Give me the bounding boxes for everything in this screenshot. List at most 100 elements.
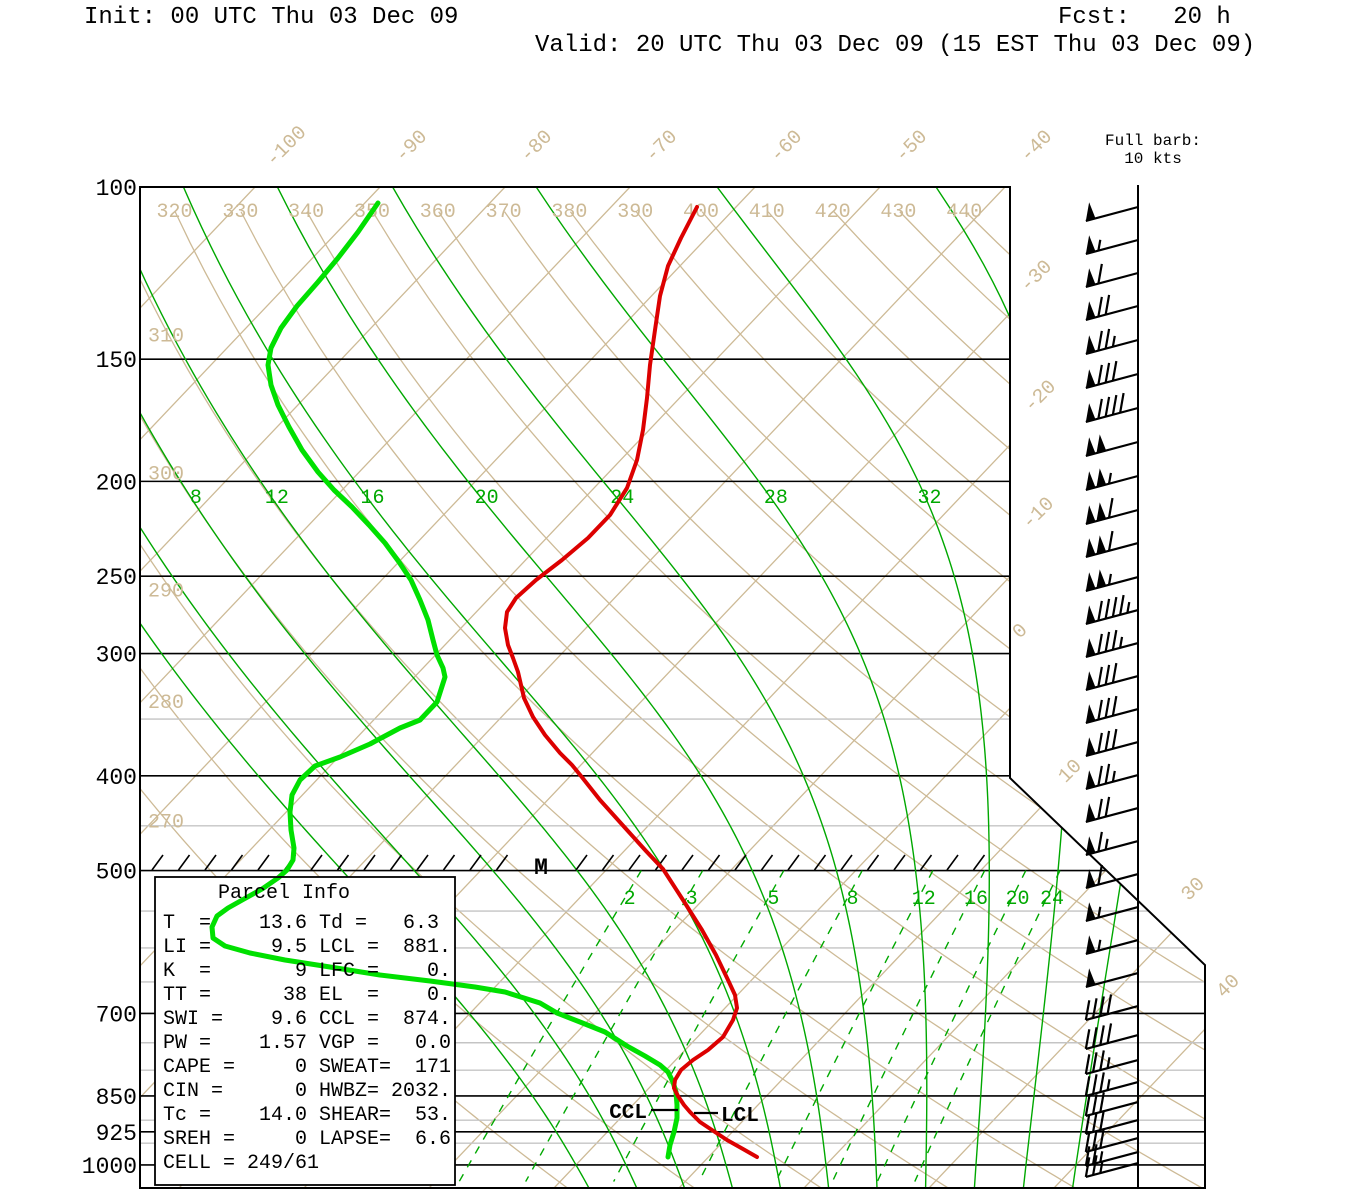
isotherm-label-top: -100 (262, 122, 312, 172)
mixing-ratio-line (876, 870, 1027, 1182)
moist-adiabat-line (182, 187, 782, 1188)
dry-adiabat-label-top: 440 (946, 201, 982, 224)
hatch-tick (654, 854, 668, 871)
moist-adiabat-label: 32 (918, 487, 942, 510)
isotherm-label-right: -10 (1018, 493, 1060, 535)
isotherm-label-right: -20 (1020, 376, 1062, 418)
moist-adiabat-label: 20 (475, 487, 499, 510)
parcel-info-row: CAPE = 0 SWEAT= 171 (163, 1056, 451, 1079)
pressure-axis-label: 1000 (82, 1154, 137, 1180)
pressure-axis-label: 150 (96, 348, 137, 374)
parcel-info-box: Parcel Info T = 13.6 Td = 6.3LI = 9.5 LCL… (154, 876, 456, 1186)
hatch-tick (893, 854, 906, 871)
mixing-ratio-label: 20 (1005, 888, 1029, 911)
wind-barb-legend-line2: 10 kts (1124, 150, 1182, 168)
wind-barb (1085, 935, 1139, 956)
pressure-axis-label: 925 (96, 1121, 137, 1147)
wind-barb (1085, 968, 1139, 989)
hatch-tick (707, 854, 721, 871)
dry-adiabat-line (569, 211, 1205, 1188)
parcel-info-row: SWI = 9.6 CCL = 874. (163, 1008, 451, 1031)
dry-adiabat-label-top: 420 (815, 201, 851, 224)
hatch-tick (734, 854, 747, 871)
isotherm-label-top: -50 (891, 126, 933, 168)
pressure-axis-label: 850 (96, 1085, 137, 1111)
dry-adiabat-label-top: 430 (880, 201, 916, 224)
hatch-tick (416, 854, 429, 871)
dry-adiabat-line (438, 211, 1205, 1188)
parcel-info-row: LI = 9.5 LCL = 881. (163, 936, 451, 959)
hatch-tick (866, 854, 880, 871)
hatch-tick (972, 854, 986, 871)
mixing-ratio-label: 8 (846, 888, 858, 911)
dewpoint-curve (209, 200, 680, 1160)
isotherm-label-top: -70 (641, 126, 683, 168)
parcel-info-row: T = 13.6 Td = 6.3 (163, 912, 439, 935)
wind-barb (1085, 497, 1139, 526)
pressure-axis-label: 700 (96, 1002, 137, 1028)
parcel-info-row: CIN = 0 HWBZ= 2032. (163, 1080, 451, 1103)
hatch-tick (495, 854, 509, 871)
isotherm-label-right: 10 (1054, 755, 1087, 788)
dry-adiabat-line (372, 211, 1205, 1188)
dry-adiabat-label-left: 280 (148, 692, 184, 715)
mixing-ratio-line (458, 870, 642, 1182)
parcel-info-row: Tc = 14.0 SHEAR= 53. (163, 1104, 451, 1127)
wind-barb (1085, 569, 1139, 593)
pressure-axis-label: 250 (96, 565, 137, 591)
mixing-ratio-line (525, 870, 704, 1182)
hatch-tick (151, 854, 164, 871)
wind-barb (1084, 1050, 1139, 1076)
wind-barb (1085, 662, 1139, 692)
500hpa-hatch-marks: M (151, 854, 986, 881)
mixing-ratio-label: 12 (912, 888, 936, 911)
wind-barb-legend: Full barb: 10 kts (1088, 132, 1218, 168)
dry-adiabat-label-top: 410 (749, 201, 785, 224)
isotherm-line (140, 187, 756, 1188)
dry-adiabat-label-left: 270 (148, 811, 184, 834)
wind-barb-column (1084, 202, 1139, 1179)
moist-adiabat-line (392, 187, 878, 1188)
wind-barb (1085, 831, 1139, 857)
wind-barb (1085, 695, 1139, 725)
hatch-tick (204, 854, 217, 871)
m-marker-label: M (534, 855, 548, 881)
moist-adiabat-label: 28 (764, 487, 788, 510)
mixing-ratio-label: 24 (1040, 888, 1064, 911)
parcel-info-row: TT = 38 EL = 0. (163, 984, 451, 1007)
isotherm-line (928, 187, 1205, 1188)
isotherm-line (0, 187, 130, 1188)
pressure-axis-label: 200 (96, 470, 137, 496)
wind-barb (1085, 263, 1139, 289)
wind-barb (1085, 294, 1139, 322)
wind-barb (1085, 796, 1139, 824)
dry-adiabat-label-left: 300 (148, 464, 184, 487)
hatch-tick (442, 854, 456, 871)
isotherm-line (140, 187, 381, 1188)
chart-border (139, 186, 1206, 1189)
wind-barb (1085, 468, 1139, 492)
hatch-tick (840, 854, 853, 871)
mixing-ratio-line (613, 870, 785, 1182)
hatch-tick (787, 854, 800, 871)
wind-barb (1084, 1023, 1139, 1051)
parcel-info-backdrop (155, 877, 455, 1185)
isotherm-line (803, 187, 1205, 1188)
mixing-ratio-lines (458, 870, 1061, 1182)
hatch-tick (813, 854, 827, 871)
wind-barb (1085, 864, 1139, 890)
wind-barb (1085, 902, 1139, 923)
moist-adiabat-line (716, 187, 990, 1188)
wind-barb (1084, 1092, 1139, 1118)
hatch-tick (760, 854, 774, 871)
wind-barb (1085, 728, 1139, 758)
dry-adiabat-label-left: 310 (148, 326, 184, 349)
temperature-curve (503, 205, 759, 1159)
moist-adiabat-line (535, 187, 928, 1188)
dry-adiabat-label-top: 320 (157, 201, 193, 224)
isotherm-label-top: -80 (516, 126, 558, 168)
moist-adiabat-line (140, 187, 687, 1188)
dry-adiabat-line (240, 211, 1205, 1188)
mixing-ratio-line (698, 870, 863, 1182)
